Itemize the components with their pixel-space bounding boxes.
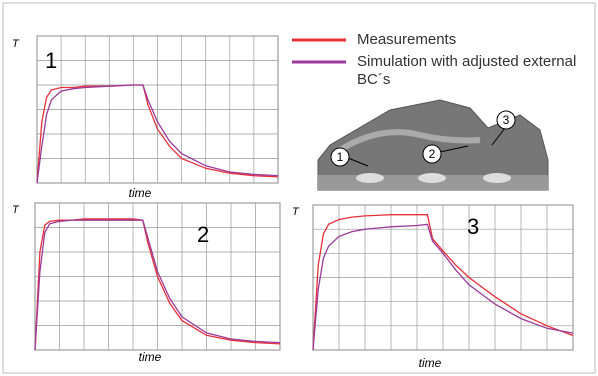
y-axis-label: T	[292, 206, 300, 218]
x-axis-label: time	[419, 356, 442, 370]
x-axis-label: time	[129, 186, 152, 200]
legend-label: Measurements	[357, 31, 587, 49]
chart-title: 3	[467, 214, 479, 239]
x-axis-label: time	[139, 350, 162, 364]
legend-label: Simulation with adjusted external BC´s	[357, 53, 587, 89]
chart-title: 2	[197, 222, 209, 247]
callout: 3	[503, 113, 510, 127]
y-axis-label: T	[12, 204, 20, 216]
callout: 1	[337, 150, 344, 164]
y-axis-label: T	[12, 38, 20, 50]
figure: 1 2 3 Ttime 1 Ttime 2 Ttime 3 Measurements Si…	[0, 0, 598, 376]
callout: 2	[429, 147, 436, 161]
chart-title: 1	[45, 48, 57, 73]
manifold: 1 2 3	[318, 100, 548, 190]
